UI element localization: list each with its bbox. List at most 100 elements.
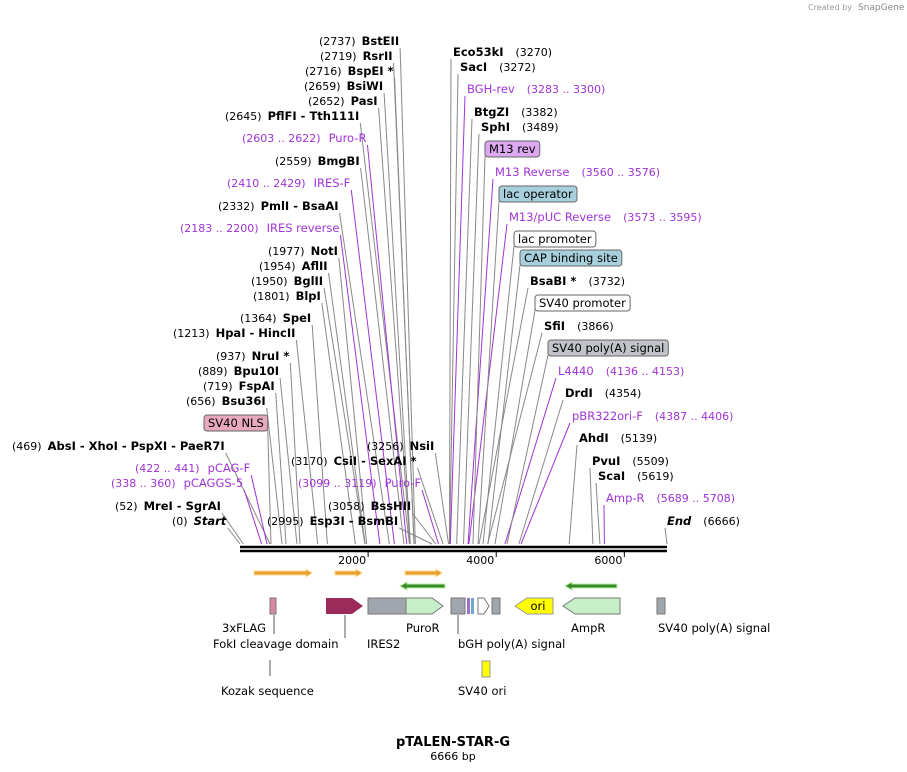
primer-arrow	[398, 581, 446, 591]
enzyme-name: BglII	[294, 274, 324, 288]
site-label: (2659) BsiWI	[304, 79, 383, 93]
primer-arrow	[563, 581, 618, 591]
site-label: (889) Bpu10I	[198, 364, 279, 378]
site-position: (3866)	[577, 320, 614, 333]
enzyme-name: PmlI - BsaAI	[261, 199, 339, 213]
site-position: (5139)	[621, 432, 658, 445]
connector	[568, 444, 578, 545]
enzyme-name: SfiI	[544, 319, 565, 333]
site-position: (1801)	[253, 290, 290, 303]
feature-box-label: CAP binding site	[524, 251, 618, 265]
site-label: (1213) HpaI - HincII	[173, 326, 295, 340]
site-position: (6666)	[703, 515, 740, 528]
primer-range: (3573 .. 3595)	[623, 211, 702, 224]
site-position: (52)	[115, 500, 138, 513]
site-label: (2652) PasI	[308, 94, 378, 108]
site-position: (2737)	[319, 35, 356, 48]
enzyme-name: NruI *	[252, 349, 290, 363]
site-position: (3382)	[521, 106, 558, 119]
connector	[399, 47, 416, 545]
primer-name: pBR322ori-F	[572, 409, 643, 423]
connector	[311, 324, 328, 545]
connector	[243, 489, 263, 545]
site-position: (2719)	[320, 50, 357, 63]
enzyme-name: BtgZI	[474, 105, 509, 119]
connector	[595, 482, 601, 545]
feature	[467, 598, 470, 614]
connector	[448, 58, 452, 545]
enzyme-name: HpaI - HincII	[216, 326, 296, 340]
feature	[269, 597, 277, 615]
feature-label: SV40 poly(A) signal	[658, 621, 770, 635]
connector-lines	[221, 47, 668, 545]
site-label: (469) AbsI - XhoI - PspXI - PaeR7I	[12, 439, 225, 453]
feature-box	[519, 249, 623, 267]
site-position: (5509)	[632, 455, 669, 468]
connector	[421, 489, 439, 545]
feature-label: 3xFLAG	[222, 621, 266, 635]
site-position: (3256)	[367, 440, 404, 453]
site-label: ScaI (5619)	[598, 469, 674, 483]
site-label: (3058) BssHII	[328, 499, 411, 513]
site-position: (2659)	[304, 80, 341, 93]
site-position: (2332)	[218, 200, 255, 213]
connector	[339, 234, 381, 545]
enzyme-name: BspEI *	[348, 64, 394, 78]
site-label: (3170) CsiI - SexAI *	[291, 454, 417, 468]
site-position: (889)	[198, 365, 228, 378]
enzyme-name: FspAI	[239, 379, 275, 393]
connector	[295, 339, 319, 545]
primer-range: (4387 .. 4406)	[655, 410, 734, 423]
labels: (2737) BstEII(2719) RsrII(2716) BspEI *(265…	[12, 34, 740, 528]
connector	[434, 452, 450, 545]
primer-label: (2183 .. 2200) IRES reverse	[180, 221, 339, 235]
primer-range: (422 .. 441)	[135, 462, 200, 475]
feature-box-label: M13 rev	[489, 142, 536, 156]
connector	[467, 178, 494, 545]
feature	[491, 597, 501, 615]
connector	[328, 272, 366, 545]
enzyme-name: RsrII	[363, 49, 393, 63]
connector	[462, 133, 480, 545]
enzyme-name: AflII	[302, 259, 328, 273]
site-position: (5619)	[637, 470, 674, 483]
connector	[221, 512, 244, 545]
primer-label: (338 .. 360) pCAGGS-5	[111, 476, 243, 490]
map-title: pTALEN-STAR-G	[396, 735, 510, 750]
primer-name: IRES-F	[314, 176, 351, 190]
feature	[656, 597, 666, 615]
site-position: (4354)	[605, 387, 642, 400]
feature-box	[498, 185, 578, 203]
enzyme-name: Eco53kI	[453, 45, 504, 59]
connector	[289, 362, 301, 545]
feature	[562, 597, 621, 615]
feature-box-label: SV40 promoter	[539, 296, 626, 310]
enzyme-name: DrdI	[565, 386, 593, 400]
connector	[227, 527, 241, 545]
feature-box	[484, 140, 541, 158]
site-label: (52) MreI - SgrAI	[115, 499, 221, 513]
feature-label: IRES2	[367, 637, 400, 651]
site-label: (2332) PmlI - BsaAI	[218, 199, 339, 213]
site-position: (1950)	[251, 275, 288, 288]
connector	[589, 467, 594, 545]
connector	[383, 92, 411, 545]
site-label: (2737) BstEII	[319, 34, 399, 48]
primer-label: (3099 .. 3119) Puro-F	[298, 476, 421, 490]
primer-range: (4136 .. 4153)	[606, 365, 685, 378]
primer-label: (2410 .. 2429) IRES-F	[227, 176, 350, 190]
connector	[275, 392, 287, 545]
connector	[359, 122, 410, 545]
connector	[487, 332, 543, 545]
primer-name: pCAGGS-5	[184, 476, 244, 490]
primer-name: Puro-R	[329, 131, 367, 145]
tick-label: 2000	[338, 554, 366, 567]
feature	[471, 598, 474, 614]
enzyme-name: BlpI	[296, 289, 321, 303]
feature-label: PuroR	[406, 621, 440, 635]
connector	[350, 189, 395, 545]
primer-label: L4440 (4136 .. 4153)	[558, 364, 684, 378]
enzyme-name: Bsu36I	[222, 394, 266, 408]
enzyme-name: BsaBI *	[530, 274, 576, 288]
